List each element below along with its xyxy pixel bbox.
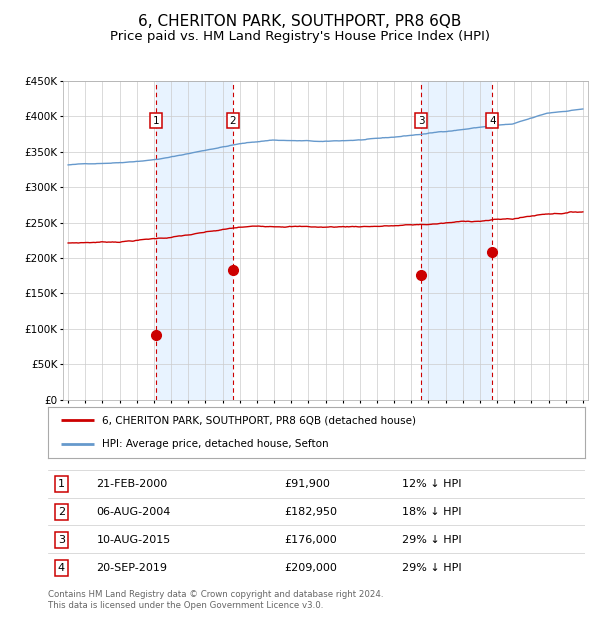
Text: 1: 1 [152, 115, 160, 125]
Text: 3: 3 [58, 535, 65, 545]
Text: 1: 1 [58, 479, 65, 489]
Text: 3: 3 [418, 115, 425, 125]
Text: 21-FEB-2000: 21-FEB-2000 [97, 479, 167, 489]
Text: 6, CHERITON PARK, SOUTHPORT, PR8 6QB: 6, CHERITON PARK, SOUTHPORT, PR8 6QB [139, 14, 461, 29]
Text: £182,950: £182,950 [284, 507, 337, 517]
Text: £209,000: £209,000 [284, 563, 337, 573]
Text: Price paid vs. HM Land Registry's House Price Index (HPI): Price paid vs. HM Land Registry's House … [110, 30, 490, 43]
Bar [156, 81, 233, 400]
Text: 10-AUG-2015: 10-AUG-2015 [97, 535, 170, 545]
Text: 18% ↓ HPI: 18% ↓ HPI [403, 507, 462, 517]
Text: Contains HM Land Registry data © Crown copyright and database right 2024.
This d: Contains HM Land Registry data © Crown c… [48, 590, 383, 609]
Text: £176,000: £176,000 [284, 535, 337, 545]
Text: 2: 2 [229, 115, 236, 125]
Bar [421, 81, 492, 400]
Text: 12% ↓ HPI: 12% ↓ HPI [403, 479, 462, 489]
Text: 2: 2 [58, 507, 65, 517]
Text: 06-AUG-2004: 06-AUG-2004 [97, 507, 171, 517]
Text: 29% ↓ HPI: 29% ↓ HPI [403, 563, 462, 573]
Text: £91,900: £91,900 [284, 479, 330, 489]
Text: HPI: Average price, detached house, Sefton: HPI: Average price, detached house, Seft… [102, 439, 328, 449]
Text: 29% ↓ HPI: 29% ↓ HPI [403, 535, 462, 545]
Text: 6, CHERITON PARK, SOUTHPORT, PR8 6QB (detached house): 6, CHERITON PARK, SOUTHPORT, PR8 6QB (de… [102, 415, 416, 425]
Text: 20-SEP-2019: 20-SEP-2019 [97, 563, 167, 573]
Text: 4: 4 [489, 115, 496, 125]
Text: 4: 4 [58, 563, 65, 573]
